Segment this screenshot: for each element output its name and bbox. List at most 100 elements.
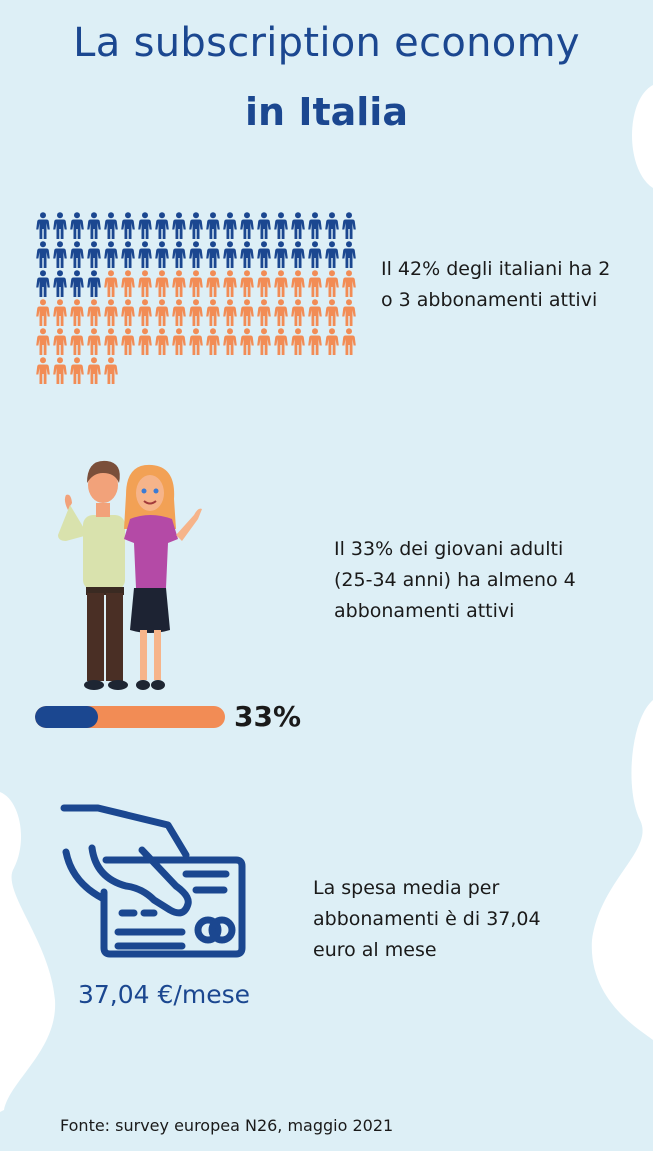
person-icon	[121, 212, 135, 240]
person-icon	[87, 357, 101, 385]
person-icon	[138, 270, 152, 298]
person-icon	[104, 299, 118, 327]
page-subtitle: in Italia	[245, 90, 408, 134]
person-icon	[291, 299, 305, 327]
person-icon	[291, 212, 305, 240]
person-icon	[87, 212, 101, 240]
person-icon	[342, 328, 356, 356]
pictogram-row	[36, 241, 376, 270]
person-icon	[104, 328, 118, 356]
person-icon	[274, 212, 288, 240]
person-icon	[308, 299, 322, 327]
person-icon	[155, 212, 169, 240]
person-icon	[70, 270, 84, 298]
person-icon	[240, 299, 254, 327]
person-icon	[87, 328, 101, 356]
person-icon	[104, 212, 118, 240]
stat2-text: Il 33% dei giovani adulti (25-34 anni) h…	[334, 534, 576, 627]
person-icon	[240, 212, 254, 240]
pictogram-row	[36, 270, 376, 299]
person-icon	[325, 299, 339, 327]
pictogram-row	[36, 299, 376, 328]
person-icon	[36, 299, 50, 327]
person-icon	[121, 299, 135, 327]
person-icon	[274, 270, 288, 298]
person-icon	[257, 241, 271, 269]
person-icon	[291, 241, 305, 269]
spend-value: 37,04 €/mese	[78, 980, 250, 1009]
person-icon	[53, 299, 67, 327]
person-icon	[291, 270, 305, 298]
person-icon	[189, 241, 203, 269]
person-icon	[223, 241, 237, 269]
person-icon	[138, 328, 152, 356]
person-icon	[189, 299, 203, 327]
person-icon	[223, 212, 237, 240]
progress-bar	[35, 706, 225, 728]
person-icon	[155, 241, 169, 269]
pictogram-row	[36, 357, 376, 386]
person-icon	[36, 212, 50, 240]
person-icon	[36, 357, 50, 385]
person-icon	[240, 328, 254, 356]
person-icon	[53, 357, 67, 385]
stat1-text: Il 42% degli italiani ha 2 o 3 abbonamen…	[381, 254, 610, 316]
person-icon	[138, 299, 152, 327]
person-icon	[155, 270, 169, 298]
person-icon	[342, 270, 356, 298]
source-footnote: Fonte: survey europea N26, maggio 2021	[60, 1116, 394, 1135]
couple-illustration	[58, 460, 202, 690]
person-icon	[223, 299, 237, 327]
person-icon	[206, 212, 220, 240]
person-icon	[308, 270, 322, 298]
person-icon	[274, 241, 288, 269]
person-icon	[325, 270, 339, 298]
person-icon	[70, 357, 84, 385]
person-icon	[53, 328, 67, 356]
person-icon	[257, 212, 271, 240]
person-icon	[325, 241, 339, 269]
person-icon	[240, 241, 254, 269]
stat3-line3: euro al mese	[313, 939, 437, 961]
person-icon	[172, 270, 186, 298]
stat2-line2: (25-34 anni) ha almeno 4	[334, 569, 576, 591]
person-icon	[325, 328, 339, 356]
person-icon	[325, 212, 339, 240]
person-icon	[87, 270, 101, 298]
stat3-line2: abbonamenti è di 37,04	[313, 908, 541, 930]
person-icon	[308, 241, 322, 269]
stat1-line2: o 3 abbonamenti attivi	[381, 289, 598, 311]
person-icon	[206, 241, 220, 269]
person-icon	[121, 270, 135, 298]
person-icon	[138, 212, 152, 240]
person-icon	[70, 299, 84, 327]
pictogram-row	[36, 328, 376, 357]
person-icon	[342, 212, 356, 240]
person-icon	[53, 270, 67, 298]
person-icon	[342, 299, 356, 327]
person-icon	[53, 212, 67, 240]
person-icon	[70, 241, 84, 269]
page-title: La subscription economy	[73, 20, 580, 66]
person-icon	[308, 212, 322, 240]
person-icon	[104, 270, 118, 298]
person-icon	[104, 241, 118, 269]
stat2-line3: abbonamenti attivi	[334, 600, 515, 622]
person-icon	[121, 328, 135, 356]
person-icon	[36, 328, 50, 356]
person-pictogram-grid	[36, 212, 376, 386]
person-icon	[87, 241, 101, 269]
person-icon	[70, 212, 84, 240]
person-icon	[223, 270, 237, 298]
person-icon	[70, 328, 84, 356]
person-icon	[342, 241, 356, 269]
stat3-line1: La spesa media per	[313, 877, 500, 899]
person-icon	[87, 299, 101, 327]
person-icon	[172, 328, 186, 356]
person-icon	[223, 328, 237, 356]
person-icon	[308, 328, 322, 356]
stat2-line1: Il 33% dei giovani adulti	[334, 538, 564, 560]
person-icon	[172, 212, 186, 240]
person-icon	[189, 270, 203, 298]
person-icon	[257, 270, 271, 298]
